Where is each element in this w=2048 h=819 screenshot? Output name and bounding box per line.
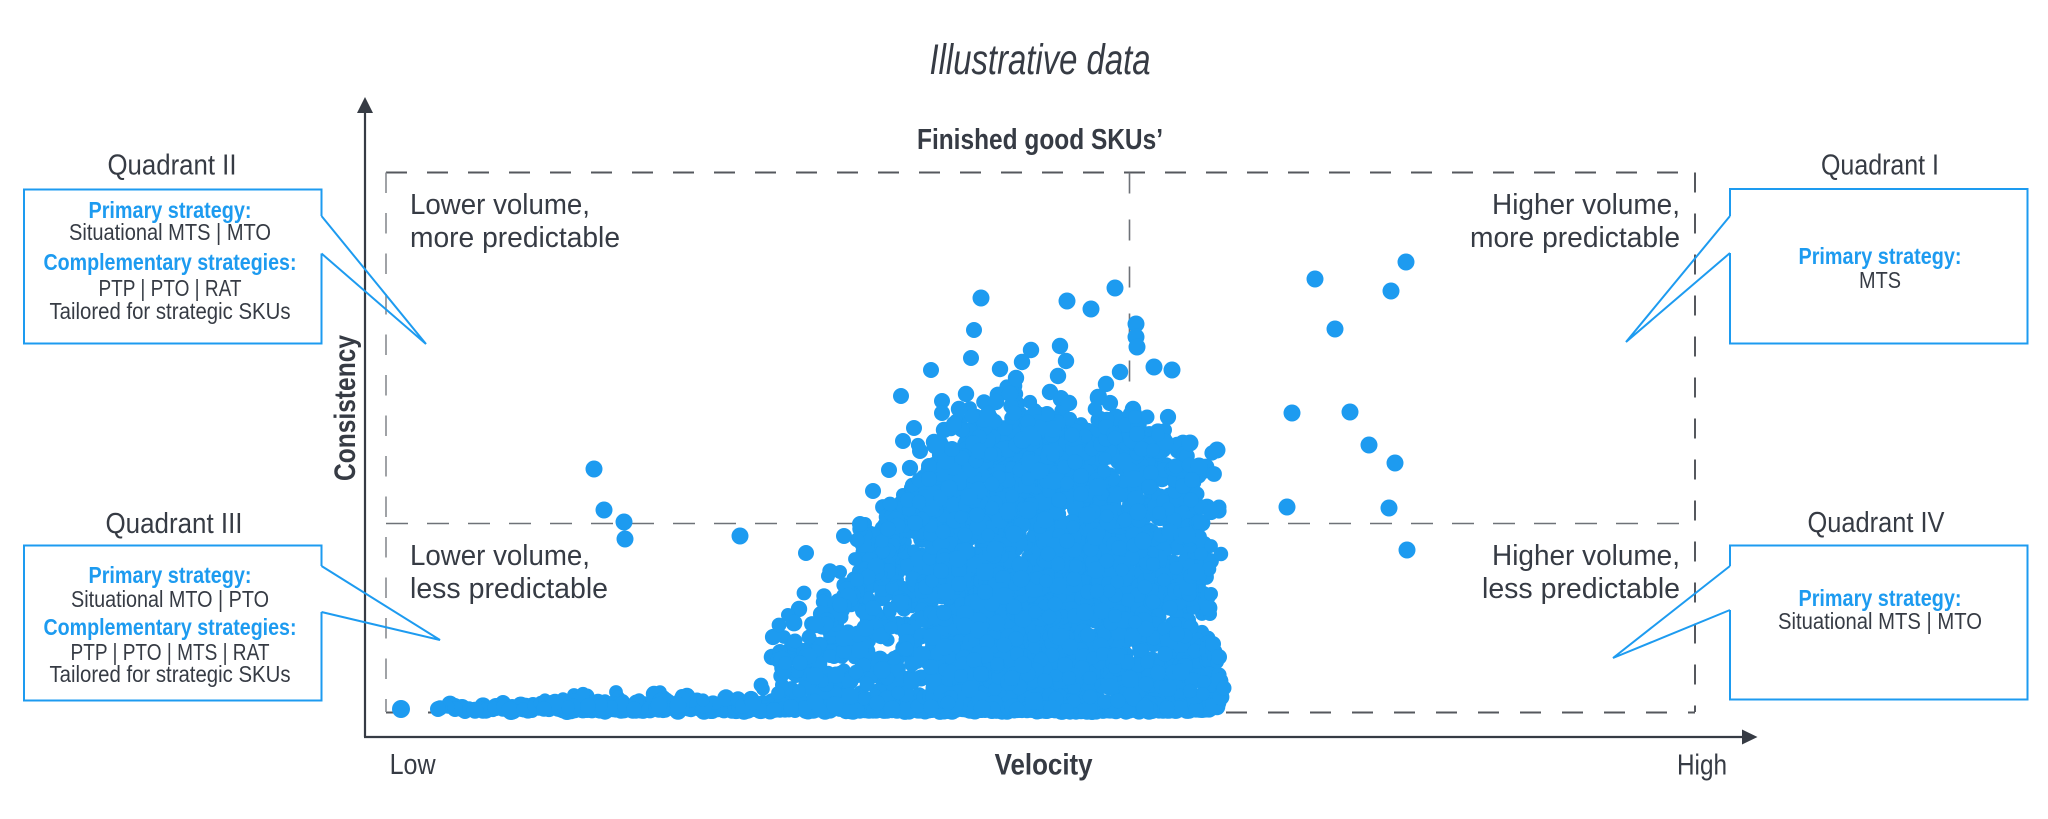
svg-text:Primary strategy:: Primary strategy: [89,562,252,588]
svg-text:Quadrant IV: Quadrant IV [1808,507,1946,539]
svg-text:Higher volume,: Higher volume, [1492,189,1680,221]
svg-text:Finished good SKUs’: Finished good SKUs’ [917,124,1163,156]
svg-text:Tailored for strategic SKUs: Tailored for strategic SKUs [50,661,291,687]
svg-text:Complementary strategies:: Complementary strategies: [44,249,297,275]
svg-text:Situational MTS | MTO: Situational MTS | MTO [69,219,271,245]
svg-text:Lower volume,: Lower volume, [410,540,590,572]
svg-text:Quadrant III: Quadrant III [106,508,243,540]
svg-text:Higher volume,: Higher volume, [1492,540,1680,572]
svg-text:Low: Low [390,749,437,781]
svg-text:less predictable: less predictable [410,573,608,605]
svg-text:Primary strategy:: Primary strategy: [89,197,252,223]
svg-text:Complementary strategies:: Complementary strategies: [44,614,297,640]
svg-text:Quadrant I: Quadrant I [1821,150,1939,182]
svg-text:Tailored for strategic SKUs: Tailored for strategic SKUs [50,298,291,324]
svg-text:PTP | PTO | RAT: PTP | PTO | RAT [99,275,242,301]
svg-text:MTS: MTS [1859,267,1901,293]
svg-text:Situational MTS | MTO: Situational MTS | MTO [1778,608,1982,634]
svg-text:PTP | PTO | MTS | RAT: PTP | PTO | MTS | RAT [71,639,270,665]
svg-text:Primary strategy:: Primary strategy: [1799,243,1962,269]
svg-text:Situational MTO | PTO: Situational MTO | PTO [71,586,269,612]
svg-text:more predictable: more predictable [410,222,620,254]
svg-text:Velocity: Velocity [995,749,1093,782]
svg-text:less predictable: less predictable [1482,573,1680,605]
svg-text:Illustrative data: Illustrative data [930,36,1151,84]
svg-text:Primary strategy:: Primary strategy: [1799,585,1962,611]
svg-text:Quadrant II: Quadrant II [108,150,237,182]
svg-text:more predictable: more predictable [1470,222,1680,254]
svg-text:Lower volume,: Lower volume, [410,189,590,221]
svg-text:High: High [1677,750,1727,782]
svg-text:Consistency: Consistency [329,335,362,481]
